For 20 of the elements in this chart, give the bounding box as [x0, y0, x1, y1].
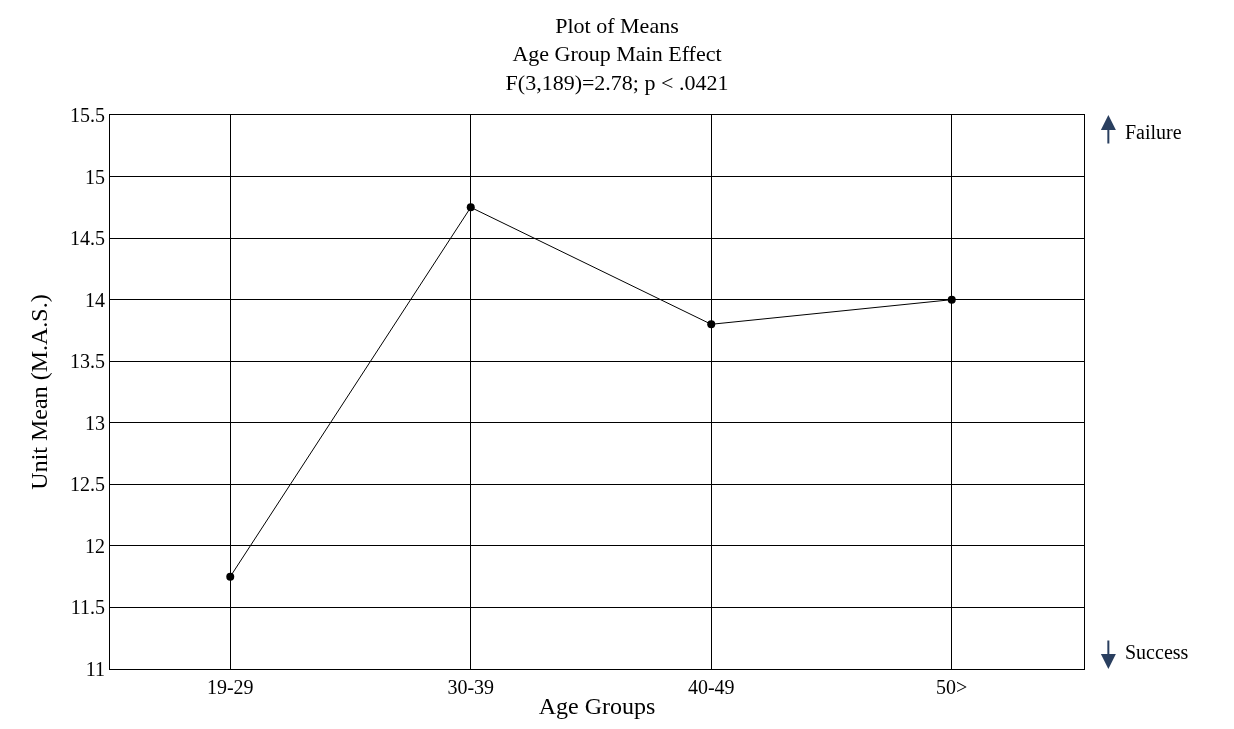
y-axis-title: Unit Mean (M.A.S.) [26, 294, 53, 490]
y-tick-label: 15 [85, 165, 105, 188]
y-tick-label: 13.5 [70, 350, 105, 373]
text: Success [1125, 641, 1189, 663]
x-tick-label: 40-49 [687, 676, 735, 698]
y-tick-label: 11.5 [70, 596, 105, 619]
x-tick-label: 50> [936, 676, 968, 698]
y-tick-label: 11 [85, 658, 105, 680]
x-axis-title: Age Groups [538, 693, 656, 720]
y-tick-label: 15.5 [70, 104, 105, 126]
chart-subtitle: Age Group Main Effect F(3,189)=2.78; p < .0421 [505, 41, 729, 95]
text: Failure [1125, 121, 1182, 143]
y-tick-label: 13 [85, 411, 105, 434]
x-tick-label: 19-29 [206, 676, 254, 698]
y-tick-label: 12 [85, 534, 105, 557]
y-tick-label: 12.5 [70, 473, 105, 496]
y-tick-label: 14 [85, 288, 105, 311]
chart-title: Plot of Means [555, 12, 679, 38]
y-tick-label: 14.5 [70, 227, 105, 250]
x-tick-label: 30-39 [447, 676, 495, 698]
